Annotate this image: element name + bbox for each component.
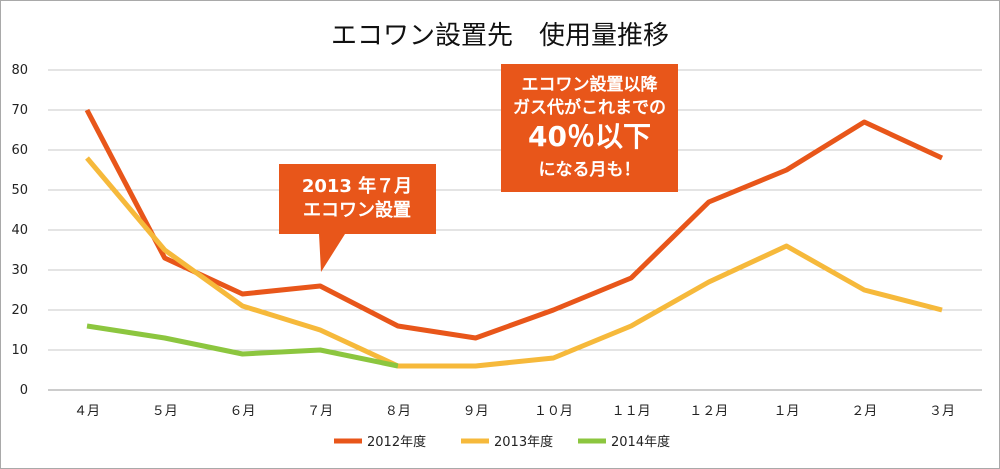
x-axis-ticks: ４月 ５月 ６月 ７月 ８月 ９月 １０月 １１月 １２月 １月 ２月 ３月: [74, 404, 955, 419]
legend: 2012年度 2013年度 2014年度: [334, 434, 670, 450]
callout-savings-box: [501, 64, 678, 192]
x-tick-label: ３月: [929, 404, 955, 419]
legend-label: 2014年度: [611, 434, 670, 450]
series-lines: [84, 108, 944, 369]
series-line-1: [84, 108, 944, 341]
x-tick-label: １０月: [534, 404, 573, 419]
callout-installation-text: 2013 年７月: [302, 175, 412, 197]
series-line-2: [85, 156, 943, 369]
callout-savings-text: になる月も！: [539, 160, 641, 180]
y-tick-label: 30: [11, 263, 28, 278]
x-tick-label: １月: [774, 404, 800, 419]
series-line-3: [86, 323, 399, 369]
x-tick-label: ４月: [74, 404, 100, 419]
y-tick-label: 10: [11, 343, 28, 358]
x-tick-label: ５月: [152, 404, 178, 419]
callout-installation-box: [279, 164, 436, 272]
x-tick-label: ８月: [385, 404, 411, 419]
chart-title: エコワン設置先 使用量推移: [331, 21, 669, 51]
y-tick-label: 70: [11, 103, 28, 118]
callout-savings-text: エコワン設置以降: [522, 74, 659, 95]
y-tick-label: 60: [11, 143, 28, 158]
legend-label: 2013年度: [494, 434, 553, 450]
x-tick-label: １２月: [689, 404, 728, 419]
x-tick-label: １１月: [612, 404, 651, 419]
y-tick-label: 80: [11, 63, 28, 78]
y-tick-label: 0: [20, 383, 28, 398]
x-tick-label: ２月: [851, 404, 877, 419]
x-tick-label: ９月: [463, 404, 489, 419]
y-tick-label: 40: [11, 223, 28, 238]
callout-savings-text: 40％以下: [528, 120, 651, 153]
legend-label: 2012年度: [367, 434, 426, 450]
y-tick-label: 50: [11, 183, 28, 198]
callout-savings-text: ガス代がこれまでの: [513, 97, 666, 118]
y-axis-ticks: 0 10 20 30 40 50 60 70 80: [11, 63, 28, 398]
x-tick-label: ６月: [229, 404, 255, 419]
x-tick-label: ７月: [307, 404, 333, 419]
y-tick-label: 20: [11, 303, 28, 318]
callout-installation-text: エコワン設置: [303, 199, 411, 221]
